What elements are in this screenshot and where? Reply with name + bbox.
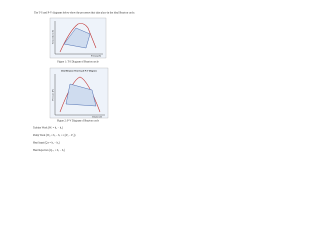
x-axis-label: Volume (V)	[92, 117, 102, 119]
equation: Pump Work (Wₚ = h₂ − h₁ = v₁(P₂ − P₁))	[33, 134, 75, 137]
figure-caption: Figure 2: P-V Diagram of Brayton cycle	[57, 120, 100, 123]
figure-1: Temperature (T) Entropy (S)	[49, 17, 107, 59]
equation: Heat Input (Qᵢₙ = h₃ − h₂)	[33, 142, 60, 145]
document: The T-S and P-V diagrams below show the …	[33, 12, 135, 153]
figure-title: Ideal Brayton Heat Cycle P-V Diagram	[61, 70, 97, 73]
x-axis-label: Entropy (S)	[91, 55, 101, 58]
y-axis-label: Pressure (P)	[53, 89, 55, 101]
figure-caption: Figure 1: T-S Diagram of Brayton cycle	[57, 61, 99, 64]
equation: Heat Rejection (Qₒᵤₜ = h₄ − h₁)	[33, 149, 65, 152]
intro-text: The T-S and P-V diagrams below show the …	[34, 12, 135, 15]
page: {"intro": "The T-S and P-V diagrams belo…	[0, 0, 149, 198]
equation-list: Turbine Work (Wₜ = h₃ − h₄) Pump Work (Wₚ…	[33, 127, 75, 153]
equation: Turbine Work (Wₜ = h₃ − h₄)	[33, 127, 63, 130]
y-axis-label: Temperature (T)	[52, 30, 55, 45]
figure-2: Ideal Brayton Heat Cycle P-V Diagram Pre…	[49, 67, 109, 119]
